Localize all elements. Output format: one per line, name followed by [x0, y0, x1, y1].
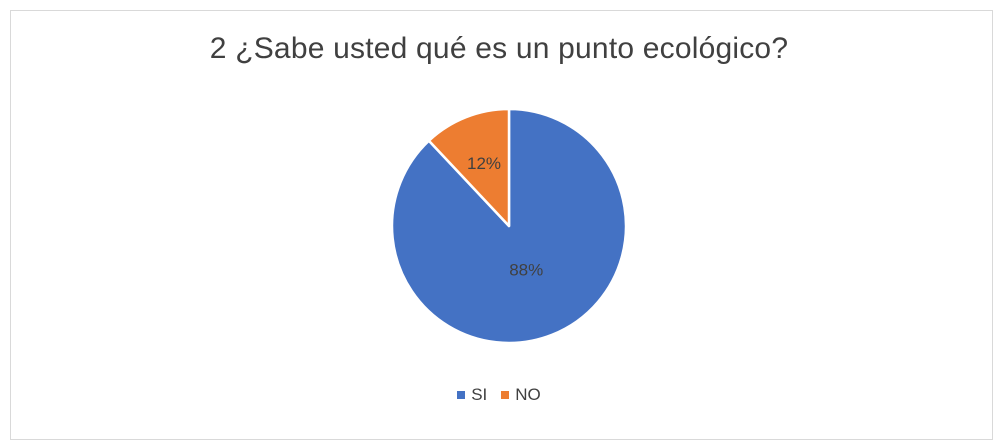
pie-slice-no	[427, 107, 511, 228]
legend-label-si: SI	[471, 385, 488, 404]
legend-swatch-no	[501, 391, 510, 399]
legend-item-no: NO	[501, 385, 541, 405]
pie-chart: 88% 12%	[390, 107, 628, 345]
data-label-no: 12%	[467, 154, 501, 173]
legend-label-no: NO	[515, 385, 541, 404]
legend-item-si: SI	[457, 385, 487, 405]
legend: SI NO	[0, 385, 998, 405]
data-label-si: 88%	[509, 261, 543, 280]
chart-title: 2 ¿Sabe usted qué es un punto ecológico?	[209, 32, 789, 65]
legend-swatch-si	[457, 391, 466, 399]
